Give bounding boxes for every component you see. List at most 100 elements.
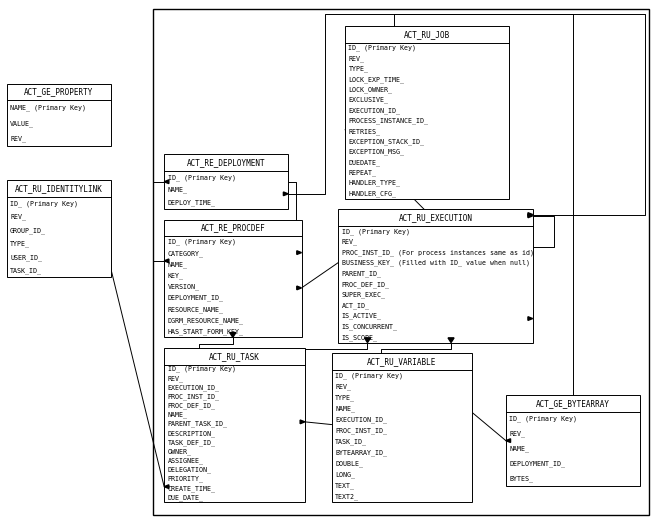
Polygon shape: [164, 485, 169, 488]
Text: REV_: REV_: [335, 383, 351, 390]
Text: ID_ (Primary Key): ID_ (Primary Key): [168, 174, 235, 181]
Text: PARENT_TASK_ID_: PARENT_TASK_ID_: [168, 421, 228, 427]
Text: USER_ID_: USER_ID_: [10, 254, 42, 260]
Text: RESOURCE_NAME_: RESOURCE_NAME_: [168, 306, 224, 313]
Text: DESCRIPTION_: DESCRIPTION_: [168, 430, 216, 437]
Text: DEPLOY_TIME_: DEPLOY_TIME_: [168, 199, 216, 206]
Polygon shape: [164, 259, 169, 263]
Text: TYPE_: TYPE_: [335, 394, 355, 401]
Text: REV_: REV_: [342, 238, 358, 245]
Text: ACT_RU_VARIABLE: ACT_RU_VARIABLE: [367, 357, 437, 366]
Text: DELEGATION_: DELEGATION_: [168, 467, 212, 473]
Text: DOUBLE_: DOUBLE_: [335, 460, 363, 467]
Text: OWNER_: OWNER_: [168, 448, 192, 455]
Text: BUSINESS_KEY_ (Filled with ID_ value when null): BUSINESS_KEY_ (Filled with ID_ value whe…: [342, 260, 530, 266]
Text: ACT_ID_: ACT_ID_: [342, 302, 370, 309]
Bar: [164, 220, 302, 337]
Text: TYPE_: TYPE_: [10, 241, 30, 247]
Text: HAS_START_FORM_KEY_: HAS_START_FORM_KEY_: [168, 328, 243, 335]
Text: TASK_ID_: TASK_ID_: [10, 267, 42, 274]
Text: EXCLUSIVE_: EXCLUSIVE_: [348, 97, 389, 104]
Polygon shape: [300, 420, 305, 424]
Bar: [7, 180, 111, 277]
Polygon shape: [364, 338, 371, 343]
Text: ID_ (Primary Key): ID_ (Primary Key): [168, 238, 235, 245]
Text: ID_ (Primary Key): ID_ (Primary Key): [348, 45, 416, 51]
Text: LOCK_EXP_TIME_: LOCK_EXP_TIME_: [348, 76, 405, 83]
Bar: [7, 84, 111, 146]
Text: ID_ (Primary Key): ID_ (Primary Key): [342, 228, 409, 234]
Text: EXCEPTION_MSG_: EXCEPTION_MSG_: [348, 149, 405, 155]
Text: HANDLER_TYPE_: HANDLER_TYPE_: [348, 180, 401, 187]
Text: ACT_RU_EXECUTION: ACT_RU_EXECUTION: [399, 213, 472, 222]
Text: EXCEPTION_STACK_ID_: EXCEPTION_STACK_ID_: [348, 138, 424, 145]
Text: ID_ (Primary Key): ID_ (Primary Key): [335, 372, 403, 379]
Text: BYTES_: BYTES_: [509, 475, 533, 482]
Polygon shape: [283, 192, 288, 196]
Text: REV_: REV_: [509, 431, 525, 437]
Text: NAME_: NAME_: [509, 446, 529, 452]
Text: PROC_INST_ID_ (For process instances same as id): PROC_INST_ID_ (For process instances sam…: [342, 249, 534, 256]
Text: ASSIGNEE_: ASSIGNEE_: [168, 458, 204, 464]
Text: CATEGORY_: CATEGORY_: [168, 250, 204, 257]
Polygon shape: [528, 317, 533, 321]
Text: TEXT2_: TEXT2_: [335, 493, 359, 500]
Text: IS_ACTIVE_: IS_ACTIVE_: [342, 313, 382, 320]
Bar: [338, 209, 533, 343]
Polygon shape: [230, 333, 236, 337]
Text: NAME_: NAME_: [168, 261, 188, 268]
Polygon shape: [528, 213, 533, 217]
Text: EXECUTION_ID_: EXECUTION_ID_: [168, 384, 220, 391]
Text: DUE_DATE_: DUE_DATE_: [168, 494, 204, 501]
Text: NAME_: NAME_: [168, 187, 188, 194]
Text: VERSION_: VERSION_: [168, 283, 200, 290]
Text: PROC_DEF_ID_: PROC_DEF_ID_: [342, 281, 390, 288]
Bar: [332, 353, 472, 502]
Polygon shape: [448, 338, 454, 343]
Text: REV_: REV_: [10, 214, 26, 221]
Text: DEPLOYMENT_ID_: DEPLOYMENT_ID_: [168, 295, 224, 301]
Text: ACT_RE_PROCDEF: ACT_RE_PROCDEF: [200, 223, 265, 233]
Text: RETRIES_: RETRIES_: [348, 128, 381, 134]
Bar: [164, 154, 288, 209]
Text: NAME_: NAME_: [335, 405, 355, 412]
Text: REV_: REV_: [168, 375, 184, 382]
Text: BYTEARRAY_ID_: BYTEARRAY_ID_: [335, 449, 387, 456]
Text: GROUP_ID_: GROUP_ID_: [10, 227, 46, 234]
Text: ACT_RE_DEPLOYMENT: ACT_RE_DEPLOYMENT: [187, 158, 265, 167]
Text: EXECUTION_ID_: EXECUTION_ID_: [348, 107, 401, 113]
Text: PROC_INST_ID_: PROC_INST_ID_: [168, 393, 220, 400]
Text: EXECUTION_ID_: EXECUTION_ID_: [335, 416, 387, 423]
Text: NAME_: NAME_: [168, 412, 188, 418]
Polygon shape: [506, 439, 511, 442]
Text: ACT_RU_JOB: ACT_RU_JOB: [404, 30, 450, 39]
Text: ACT_GE_PROPERTY: ACT_GE_PROPERTY: [24, 87, 93, 97]
Polygon shape: [297, 286, 302, 290]
Text: VALUE_: VALUE_: [10, 120, 34, 127]
Text: ACT_RU_TASK: ACT_RU_TASK: [209, 351, 260, 361]
Text: TASK_ID_: TASK_ID_: [335, 438, 367, 445]
Text: DUEDATE_: DUEDATE_: [348, 159, 381, 166]
Text: ACT_GE_BYTEARRAY: ACT_GE_BYTEARRAY: [536, 399, 610, 408]
Text: REV_: REV_: [10, 135, 26, 142]
Polygon shape: [528, 214, 533, 218]
Text: PROCESS_INSTANCE_ID_: PROCESS_INSTANCE_ID_: [348, 118, 428, 124]
Polygon shape: [164, 180, 169, 184]
Text: PROC_DEF_ID_: PROC_DEF_ID_: [168, 403, 216, 409]
Text: ID_ (Primary Key): ID_ (Primary Key): [168, 366, 235, 372]
Text: PRIORITY_: PRIORITY_: [168, 476, 204, 483]
Text: ACT_RU_IDENTITYLINK: ACT_RU_IDENTITYLINK: [15, 184, 103, 194]
Bar: [164, 348, 305, 502]
Bar: [153, 9, 649, 515]
Text: IS_CONCURRENT_: IS_CONCURRENT_: [342, 323, 398, 330]
Text: REPEAT_: REPEAT_: [348, 169, 377, 176]
Text: TYPE_: TYPE_: [348, 65, 369, 72]
Polygon shape: [297, 251, 302, 255]
Text: REV_: REV_: [348, 55, 364, 62]
Text: PROC_INST_ID_: PROC_INST_ID_: [335, 427, 387, 434]
Text: HANDLER_CFG_: HANDLER_CFG_: [348, 190, 397, 197]
Text: KEY_: KEY_: [168, 272, 184, 279]
Text: CREATE_TIME_: CREATE_TIME_: [168, 485, 216, 492]
Text: LONG_: LONG_: [335, 471, 355, 478]
Text: ID_ (Primary Key): ID_ (Primary Key): [509, 416, 577, 423]
